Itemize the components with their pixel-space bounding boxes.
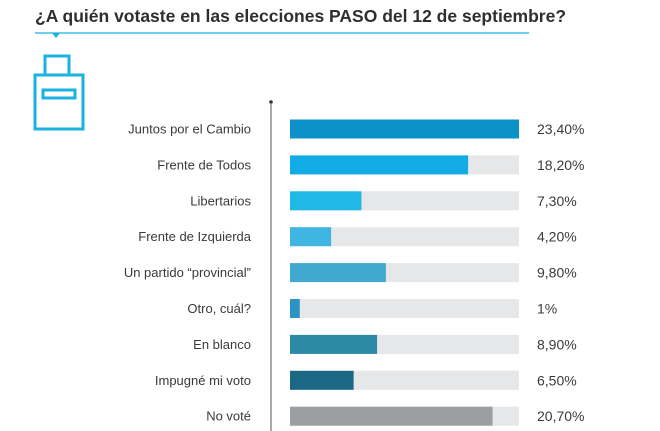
value-label: 6,50% [537,372,577,388]
ballot-box-icon [33,54,85,131]
page-title: ¿A quién votaste en las elecciones PASO … [35,6,567,26]
value-label: 23,40% [537,121,584,137]
bar-track [290,299,519,318]
bar [290,370,354,390]
category-label: Frente de Todos [157,157,251,172]
bar [290,299,300,318]
value-label: 9,80% [537,265,577,281]
value-label: 1% [537,301,557,317]
value-label: 8,90% [537,336,577,352]
category-label: Impugné mi voto [155,373,251,388]
category-label: Un partido “provincial” [124,265,251,280]
category-label: Libertarios [190,193,251,208]
axis-end-dot [269,100,273,104]
bar-track [290,227,519,247]
category-label: Otro, cuál? [187,301,251,316]
bar [290,406,493,426]
bar [290,227,332,247]
category-label: Frente de Izquierda [138,229,252,244]
value-label: 18,20% [537,157,584,173]
title-underline [35,32,529,38]
value-label: 20,70% [537,408,584,424]
category-label: Juntos por el Cambio [128,122,251,137]
category-label: En blanco [193,337,251,352]
bar [290,155,469,175]
bar [290,191,362,211]
bar [290,119,519,139]
category-label: No voté [206,409,251,424]
value-label: 4,20% [537,229,577,245]
bar [290,263,386,283]
value-label: 7,30% [537,193,577,209]
bar [290,334,378,354]
